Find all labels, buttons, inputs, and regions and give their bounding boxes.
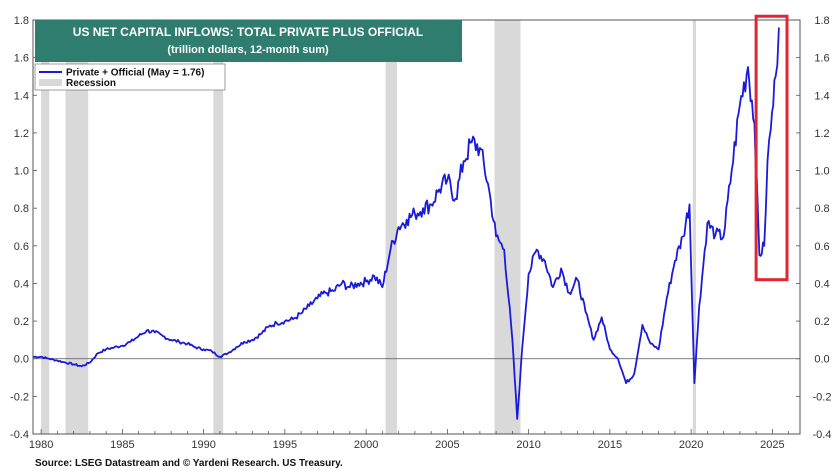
y-tick-label-right: 1.6: [814, 53, 829, 65]
y-tick-label-left: 0.4: [14, 278, 29, 290]
y-tick-label-left: 1.8: [14, 15, 29, 27]
x-tick-label: 2020: [679, 439, 703, 451]
legend-recession-label: Recession: [66, 78, 116, 89]
y-tick-label-right: -0.4: [813, 429, 832, 441]
y-tick-label-right: 1.4: [814, 90, 829, 102]
y-tick-label-right: 0.0: [814, 354, 829, 366]
x-axis: 1980 1985 1990 1995 2000 2005 2010 2015 2020 2025: [29, 429, 790, 451]
legend-recession-swatch: [39, 79, 62, 86]
y-tick-label-right: 0.6: [814, 241, 829, 253]
title-background: [35, 20, 462, 62]
y-tick-label-right: 1.8: [814, 15, 829, 27]
x-tick-label: 2005: [435, 439, 459, 451]
highlight-box: [754, 14, 789, 282]
y-tick-label-right: -0.2: [813, 391, 832, 403]
recession-band-6: [692, 20, 696, 434]
y-tick-label-left: 0.2: [14, 316, 29, 328]
y-tick-label-left: 0.8: [14, 203, 29, 215]
recession-band-4: [385, 20, 397, 434]
x-tick-label: 2010: [516, 439, 540, 451]
y-axis-left: -0.4 -0.2 0.0 0.2 0.4 0.6 0.8 1.0 1.2 1.4 1.6 1.8: [10, 15, 37, 441]
x-tick-label: 1980: [29, 439, 53, 451]
series-line-1: [32, 27, 780, 420]
y-tick-label-right: 1.0: [814, 166, 829, 178]
x-tick-label: 1985: [110, 439, 134, 451]
chart-subtitle: (trillion dollars, 12-month sum): [167, 44, 329, 56]
recession-band-3: [213, 20, 224, 434]
y-tick-label-left: -0.4: [10, 429, 29, 441]
y-tick-label-left: 1.0: [14, 166, 29, 178]
chart-title: US NET CAPITAL INFLOWS: TOTAL PRIVATE PL…: [73, 25, 423, 39]
y-axis-right: -0.4 -0.2 0.0 0.2 0.4 0.6 0.8 1.0 1.2 1.4 1.6 1.8: [796, 15, 831, 441]
x-tick-label: 2000: [354, 439, 378, 451]
series-lines: [32, 27, 780, 420]
y-tick-label-left: 1.2: [14, 128, 29, 140]
recession-bands: [41, 20, 696, 434]
y-tick-label-right: 0.8: [814, 203, 829, 215]
y-tick-label-left: 0.6: [14, 241, 29, 253]
recession-band-5: [494, 20, 521, 434]
x-tick-label: 1990: [191, 439, 215, 451]
recession-band-1: [41, 20, 50, 434]
legend-series-label: Private + Official (May = 1.76): [66, 68, 204, 79]
y-tick-label-right: 0.2: [814, 316, 829, 328]
y-tick-label-left: 1.6: [14, 53, 29, 65]
y-tick-label-left: 1.4: [14, 90, 29, 102]
highlight-layer: [754, 14, 789, 282]
y-tick-label-left: -0.2: [10, 391, 29, 403]
legend: Private + Official (May = 1.76) Recessio…: [34, 63, 226, 91]
x-tick-label: 1995: [273, 439, 297, 451]
x-tick-label: 2025: [760, 439, 784, 451]
legend-frame: [34, 63, 226, 91]
x-tick-label: 2015: [598, 439, 622, 451]
recession-band-2: [65, 20, 89, 434]
y-tick-label-right: 0.4: [814, 278, 829, 290]
title-box: US NET CAPITAL INFLOWS: TOTAL PRIVATE PL…: [35, 20, 462, 62]
y-tick-label-left: 0.0: [14, 354, 29, 366]
y-tick-label-right: 1.2: [814, 128, 829, 140]
source-note: Source: LSEG Datastream and © Yardeni Re…: [35, 458, 343, 469]
